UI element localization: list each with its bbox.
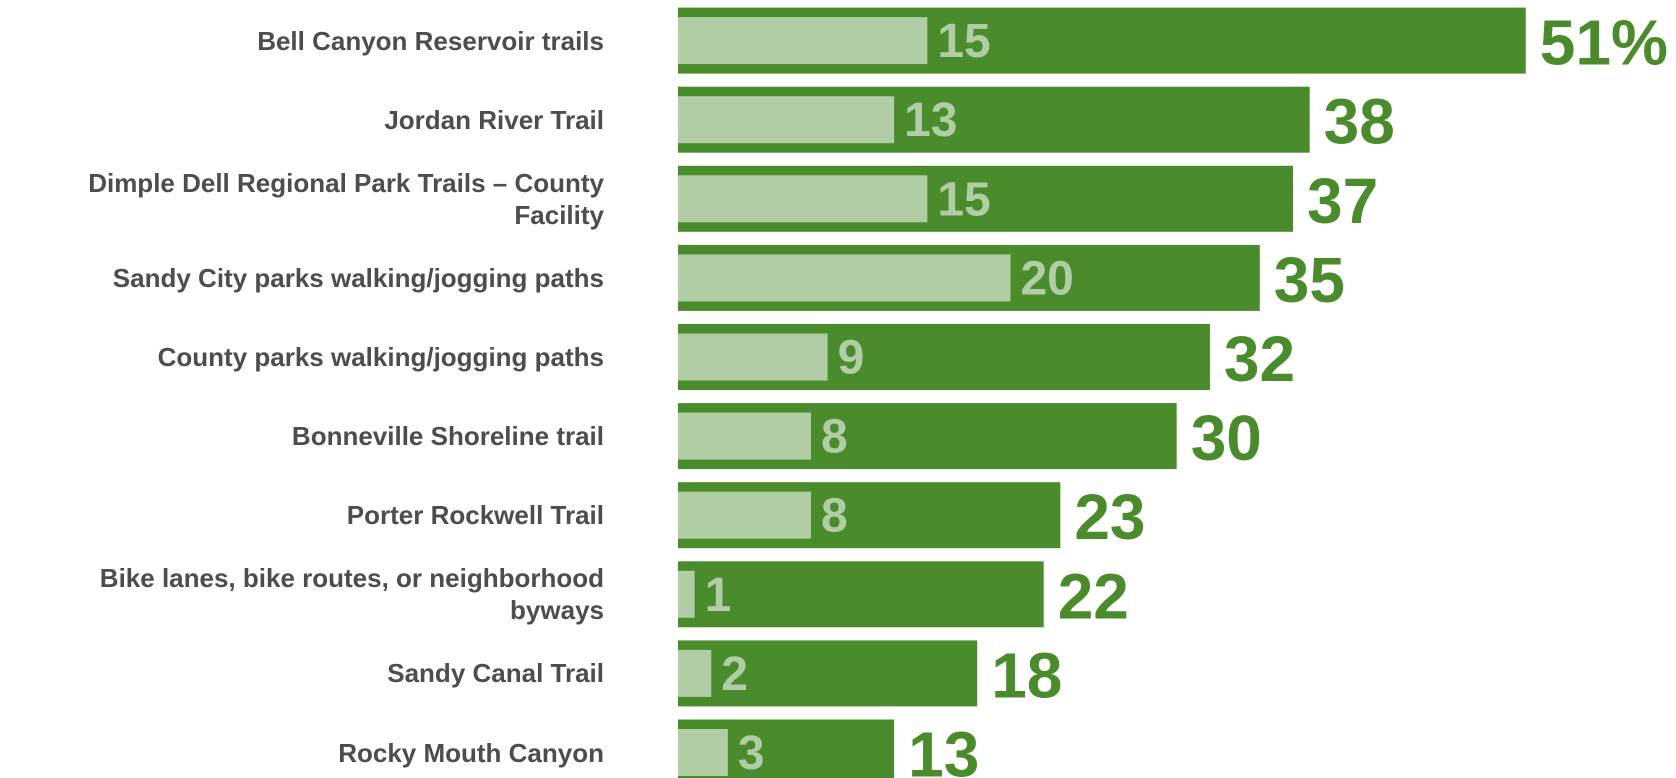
sub-label: 8	[821, 490, 848, 543]
sub-bar	[678, 17, 928, 65]
category-label: Jordan River Trail	[384, 104, 604, 135]
sub-label: 15	[937, 173, 990, 226]
sub-label: 2	[721, 648, 748, 701]
sub-bar	[678, 649, 712, 697]
category-label: Rocky Mouth Canyon	[338, 737, 604, 768]
sub-bar	[678, 570, 695, 618]
total-label: 51%	[1540, 7, 1668, 79]
category-label: Sandy Canal Trail	[387, 658, 604, 689]
category-label: Dimple Dell Regional Park Trails – Count…	[88, 167, 604, 230]
category-label: Porter Rockwell Trail	[346, 500, 604, 531]
sub-label: 9	[838, 332, 865, 385]
sub-label: 3	[738, 727, 765, 778]
sub-bar	[678, 333, 828, 381]
total-label: 23	[1074, 481, 1145, 553]
total-label: 38	[1324, 86, 1395, 158]
sub-label: 15	[937, 15, 990, 68]
sub-bar	[678, 412, 811, 460]
total-label: 32	[1224, 323, 1295, 395]
sub-bar	[678, 729, 728, 776]
total-label: 18	[991, 639, 1062, 711]
sub-label: 8	[821, 411, 848, 464]
sub-bar	[678, 96, 895, 144]
sub-bar	[678, 254, 1011, 302]
category-label: Bike lanes, bike routes, or neighborhood…	[99, 563, 604, 626]
total-bar	[678, 640, 978, 707]
sub-label: 20	[1020, 252, 1073, 305]
total-label: 30	[1191, 402, 1262, 474]
sub-bar	[678, 491, 811, 539]
total-label: 37	[1307, 165, 1378, 237]
sub-label: 1	[705, 569, 732, 622]
category-label: Sandy City parks walking/jogging paths	[112, 262, 604, 293]
sub-bar	[678, 175, 928, 223]
sub-label: 13	[904, 94, 957, 147]
category-label: Bell Canyon Reservoir trails	[257, 25, 604, 56]
total-label: 22	[1058, 560, 1129, 632]
total-label: 35	[1274, 244, 1345, 316]
total-bar	[678, 561, 1044, 628]
category-label: Bonneville Shoreline trail	[291, 421, 604, 452]
category-label: County parks walking/jogging paths	[157, 342, 604, 372]
total-label: 13	[908, 719, 979, 778]
